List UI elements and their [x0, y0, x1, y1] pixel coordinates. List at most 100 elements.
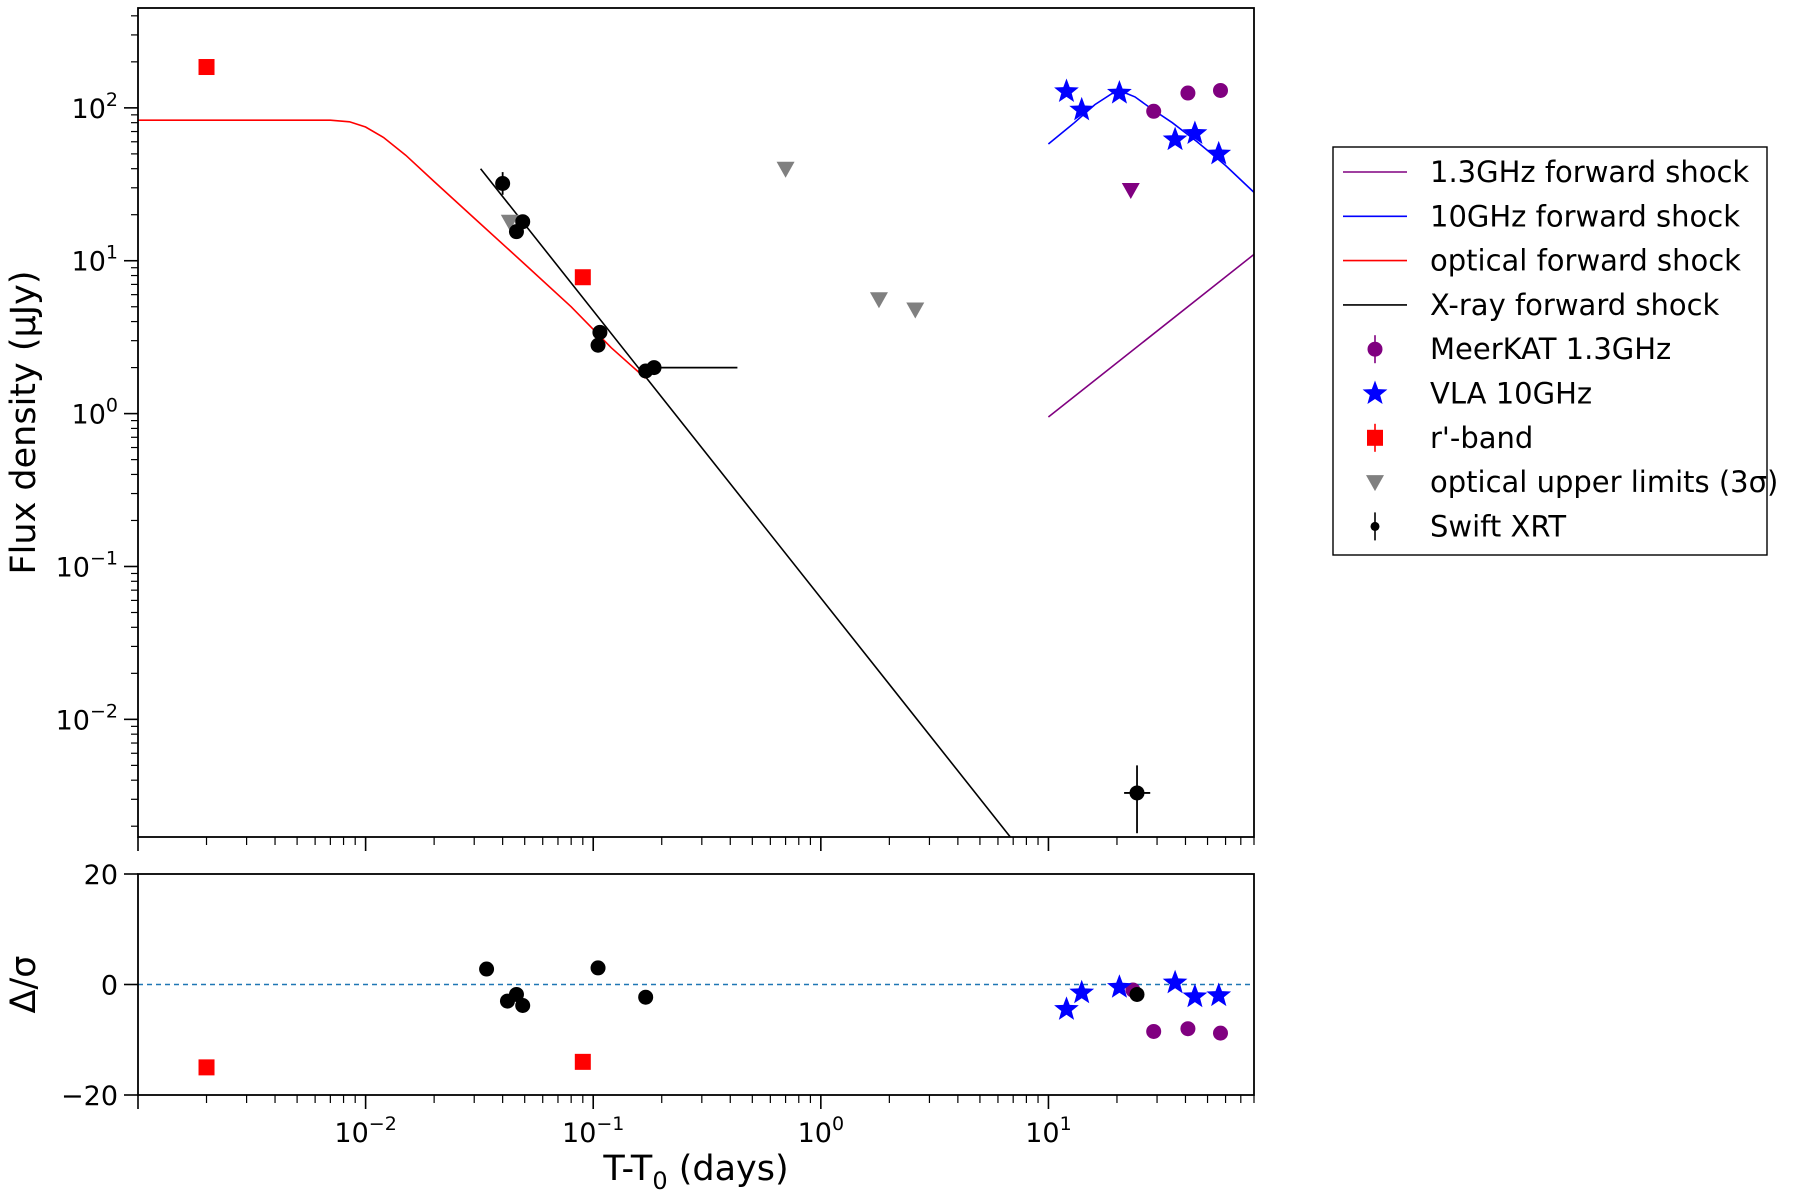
legend-label: optical upper limits (3σ): [1430, 465, 1778, 499]
y-tick-label: 102: [72, 89, 118, 125]
residual-point-swift-xrt: [638, 989, 654, 1005]
legend-label: X-ray forward shock: [1430, 288, 1720, 322]
resid-y-axis-label: Δ/σ: [4, 956, 44, 1014]
residual-point-swift-xrt: [508, 986, 524, 1002]
y-axis-label: Flux density (μJy): [4, 271, 44, 575]
x-tick-label: 10−1: [562, 1113, 624, 1149]
residual-point-vla-10ghz: [1182, 983, 1208, 1008]
residual-point-meerkat-1-3ghz: [1146, 1023, 1162, 1039]
residual-point-r-band: [198, 1059, 215, 1076]
legend-label: MeerKAT 1.3GHz: [1430, 332, 1671, 366]
tick-base: 10: [56, 705, 90, 736]
x-tick-label: 101: [1025, 1113, 1071, 1149]
legend-handle-swift-xrt: [1370, 521, 1380, 531]
tick-base: 10: [1025, 1118, 1059, 1149]
residual-point-swift-xrt: [515, 997, 531, 1013]
residual-point-vla-10ghz: [1162, 969, 1188, 994]
residual-point-meerkat-1-3ghz: [1180, 1021, 1196, 1037]
legend-label: 1.3GHz forward shock: [1430, 155, 1749, 189]
tick-base: 10: [562, 1118, 596, 1149]
data-point-swift-xrt: [592, 324, 608, 340]
data-point-meerkat-1-3ghz: [1212, 82, 1228, 98]
residual-point-vla-10ghz: [1206, 982, 1232, 1007]
data-point-r-band: [574, 269, 591, 286]
data-point-vla-10ghz: [1054, 78, 1079, 102]
legend-label: 10GHz forward shock: [1430, 199, 1740, 233]
tick-exponent: −1: [90, 547, 118, 569]
main-plot-area: [138, 8, 1254, 837]
data-point-swift-xrt: [1129, 785, 1145, 801]
tick-base: 10: [56, 552, 90, 583]
data-point-optical-upper-limits-3: [500, 214, 519, 231]
resid-y-tick-label: 0: [101, 971, 118, 1002]
x-axis-label-tail: (days): [668, 1149, 789, 1189]
x-tick-label: 10−2: [334, 1113, 396, 1149]
data-point-swift-xrt: [495, 176, 511, 192]
resid-plot-content: [138, 960, 1254, 1076]
legend-handle-meerkat-1-3ghz: [1367, 341, 1383, 357]
legend: 1.3GHz forward shock 10GHz forward shock o…: [1332, 146, 1778, 556]
tick-base: 10: [798, 1118, 832, 1149]
model-line-optical-forward-shock: [138, 119, 647, 379]
main-frame: [137, 7, 1255, 838]
resid-y-tick-label: −20: [61, 1081, 118, 1112]
x-axis-label-main: T-T: [602, 1149, 653, 1189]
tick-base: 10: [334, 1118, 368, 1149]
data-point-swift-xrt: [646, 360, 662, 376]
tick-base: 10: [72, 94, 106, 125]
legend-label: r'-band: [1430, 421, 1533, 455]
x-tick-label: 100: [798, 1113, 844, 1149]
tick-exponent: −1: [596, 1113, 624, 1135]
data-point-meerkat-1-3ghz: [1180, 85, 1196, 101]
tick-exponent: 1: [1060, 1113, 1072, 1135]
legend-handle-vla-10ghz: [1362, 380, 1388, 404]
legend-box: [1332, 146, 1768, 556]
residual-point-swift-xrt: [479, 961, 495, 977]
tick-exponent: −2: [90, 700, 118, 722]
legend-handle-r-band: [1367, 429, 1383, 446]
data-point-optical-upper-limits-3: [869, 292, 888, 309]
legend-label: VLA 10GHz: [1430, 377, 1592, 411]
data-point-vla-10ghz: [1107, 80, 1132, 104]
legend-handle-optical-upper-limits-3: [1366, 475, 1384, 492]
model-line-x-ray-forward-shock: [479, 168, 1011, 837]
tick-base: 10: [72, 400, 106, 431]
y-tick-label: 101: [72, 242, 118, 278]
resid-y-tick-label: 20: [84, 860, 118, 891]
tick-base: 10: [72, 247, 106, 278]
data-point-vla-10ghz: [1182, 120, 1208, 144]
main-plot-content: [138, 59, 1254, 837]
x-axis-label: T-T0 (days): [602, 1149, 788, 1194]
tick-exponent: 0: [106, 395, 118, 417]
data-point-vla-10ghz: [1162, 126, 1188, 151]
data-point-vla-10ghz: [1206, 140, 1232, 165]
residual-point-swift-xrt: [1129, 986, 1145, 1002]
tick-exponent: 2: [106, 89, 118, 111]
data-point-swift-xrt: [590, 337, 606, 353]
data-point-optical-upper-limits-3: [776, 161, 795, 178]
tick-exponent: 1: [106, 242, 118, 264]
data-point-optical-upper-limit-1-3ghz: [1121, 183, 1140, 200]
residual-point-vla-10ghz: [1054, 996, 1079, 1020]
y-tick-label: 100: [72, 395, 118, 431]
residual-point-vla-10ghz: [1107, 974, 1132, 998]
tick-exponent: 0: [832, 1113, 844, 1135]
data-point-optical-upper-limits-3: [906, 302, 925, 319]
legend-label: optical forward shock: [1430, 244, 1741, 278]
data-point-swift-xrt: [515, 214, 531, 230]
y-tick-label: 10−2: [56, 700, 118, 736]
legend-label: Swift XRT: [1430, 509, 1566, 543]
y-tick-label: 10−1: [56, 547, 118, 583]
residual-point-vla-10ghz: [1069, 979, 1095, 1004]
data-point-r-band: [198, 59, 215, 76]
residual-point-meerkat-1-3ghz: [1212, 1025, 1228, 1041]
tick-exponent: −2: [369, 1113, 397, 1135]
data-point-meerkat-1-3ghz: [1146, 103, 1162, 119]
residual-point-swift-xrt: [590, 960, 606, 976]
data-point-vla-10ghz: [1069, 96, 1095, 121]
residual-point-r-band: [574, 1053, 591, 1070]
x-axis-label-sub: 0: [652, 1167, 667, 1194]
